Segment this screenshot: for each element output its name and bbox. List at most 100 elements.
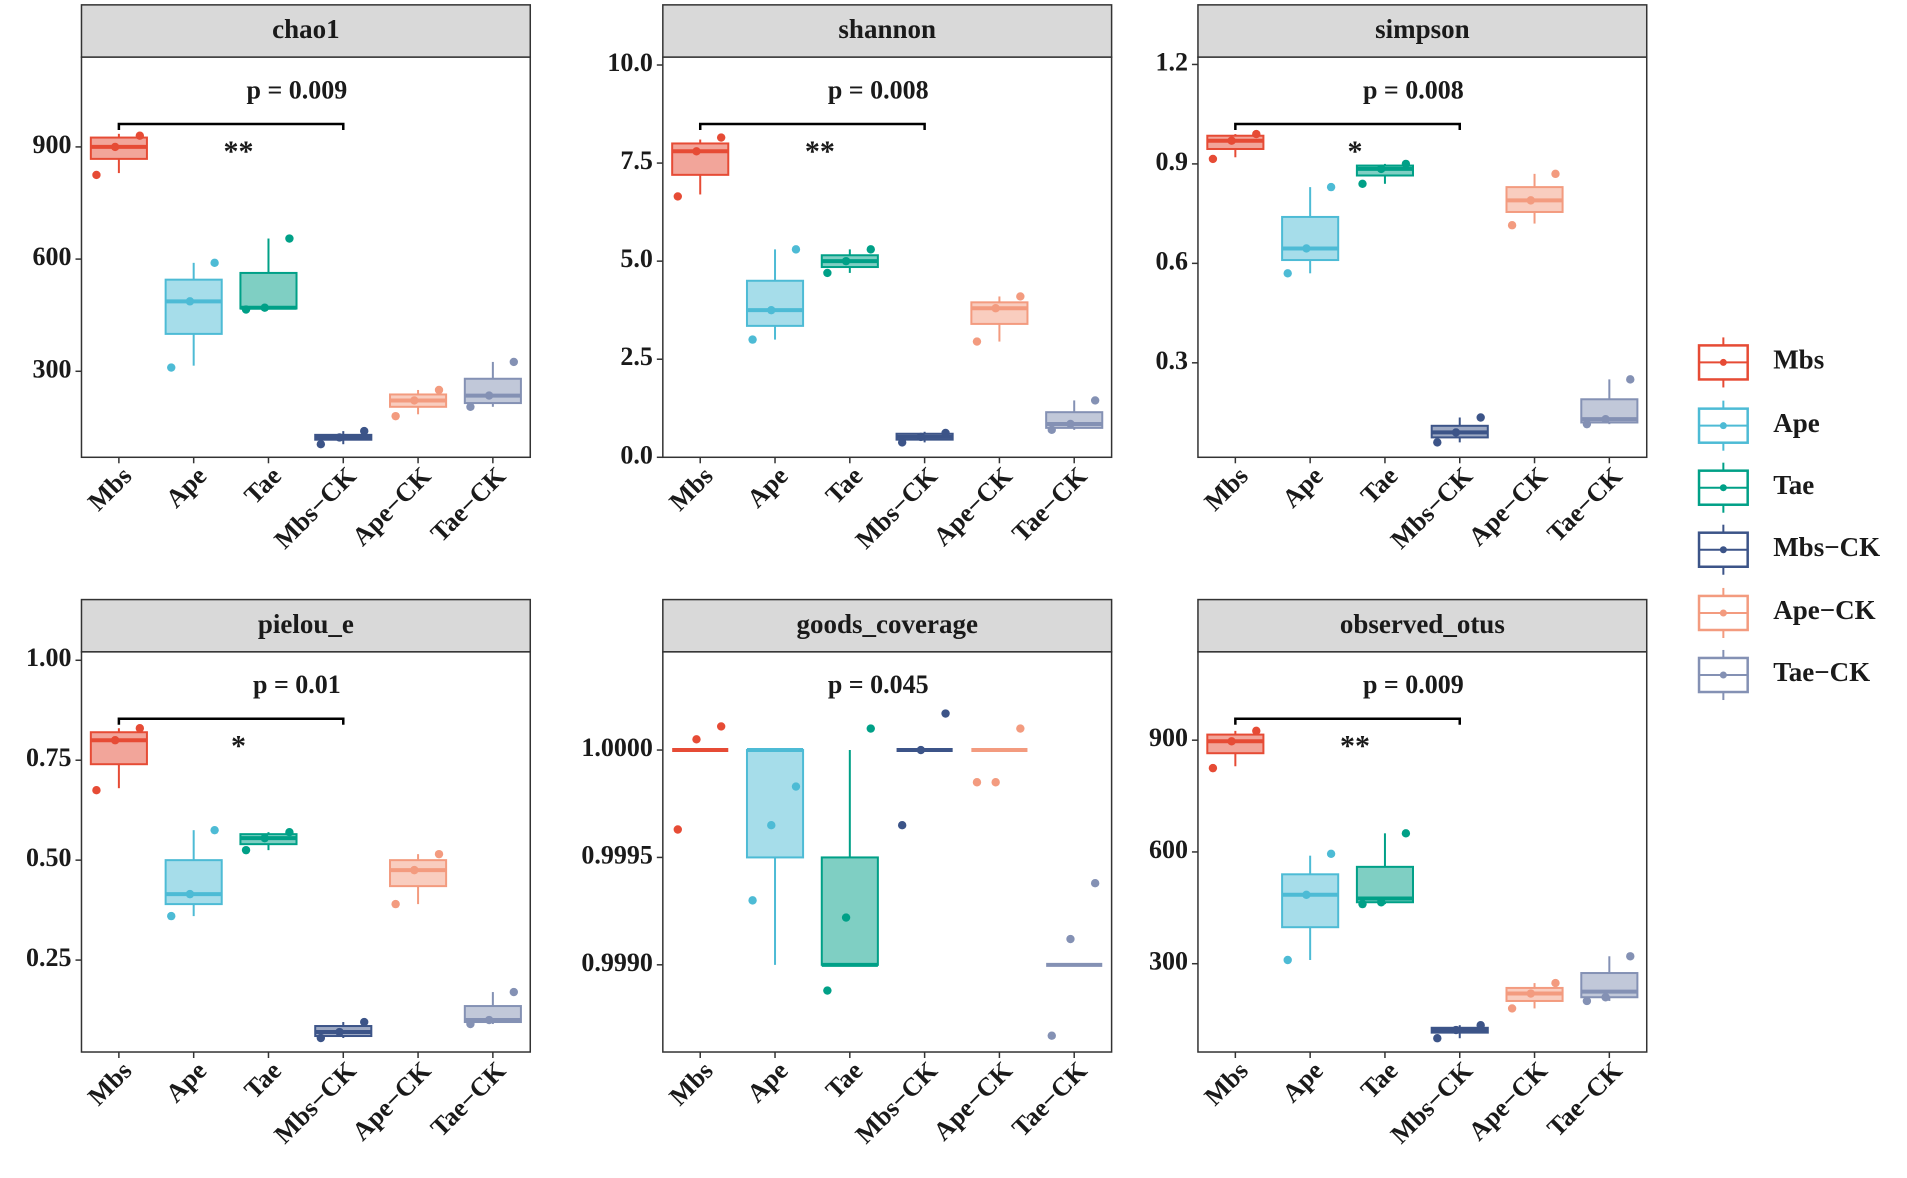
point	[92, 785, 101, 795]
point	[260, 833, 269, 843]
point	[767, 821, 776, 830]
point	[484, 391, 494, 400]
bracket	[117, 122, 345, 130]
point	[1401, 159, 1411, 169]
bracket	[698, 122, 926, 130]
y-tick-label: 600	[32, 242, 71, 271]
x-tick-label: Tae	[1355, 461, 1403, 509]
y-tick-label: 2.5	[620, 342, 653, 371]
point	[135, 131, 145, 140]
point	[916, 745, 926, 755]
y-tick-label: 0.25	[26, 943, 72, 972]
y-tick-label: 0.75	[26, 743, 72, 772]
point	[210, 258, 219, 268]
panel-title: shannon	[838, 14, 936, 44]
x-tick-label: Ape	[1276, 461, 1328, 513]
x-tick-label: Tae−CK	[1541, 461, 1628, 548]
point	[391, 899, 400, 909]
panel-title: goods_coverage	[796, 609, 977, 639]
y-tick-label: 0.3	[1155, 346, 1188, 375]
plot-area	[662, 651, 1113, 1053]
point	[916, 432, 926, 442]
point	[748, 896, 757, 905]
y-tick-label: 0.0	[620, 440, 653, 469]
panel-title: chao1	[272, 14, 340, 44]
point	[991, 304, 1000, 313]
point	[509, 357, 519, 367]
point	[1582, 419, 1592, 429]
y-tick-label: 900	[32, 130, 71, 159]
point	[410, 396, 419, 405]
plot-area	[662, 56, 1113, 459]
strip	[80, 598, 532, 653]
point	[1302, 890, 1311, 899]
y-tick-label: 300	[32, 354, 71, 383]
point	[941, 428, 950, 438]
point	[1066, 934, 1075, 944]
point	[1526, 196, 1535, 205]
point	[1227, 737, 1236, 746]
legend-key-point	[1719, 609, 1727, 617]
point	[484, 1015, 494, 1025]
point	[1507, 1004, 1517, 1013]
point	[335, 1027, 344, 1037]
point	[167, 911, 176, 921]
point	[260, 303, 269, 312]
x-tick-label: Ape	[741, 461, 793, 513]
significance-stars: **	[1340, 730, 1370, 763]
point	[466, 402, 475, 412]
box	[970, 301, 1029, 325]
point	[1377, 164, 1386, 174]
point	[791, 245, 801, 254]
x-tick-label: Mbs−CK	[268, 1055, 362, 1149]
strip	[1197, 4, 1648, 58]
x-tick-label: Ape	[160, 461, 212, 513]
point	[185, 297, 195, 306]
y-tick-label: 0.50	[26, 843, 72, 872]
point	[466, 1019, 475, 1029]
x-tick-label: Ape	[160, 1056, 212, 1108]
box	[1580, 398, 1639, 424]
point	[1252, 726, 1261, 736]
point	[1582, 996, 1592, 1006]
point	[692, 735, 701, 744]
point	[972, 778, 982, 787]
box	[389, 859, 448, 888]
significance-stars: *	[231, 730, 246, 763]
bracket	[1234, 717, 1461, 725]
y-tick-label: 1.2	[1155, 47, 1188, 76]
box	[1355, 865, 1414, 904]
y-tick-label: 600	[1149, 835, 1188, 864]
point	[434, 385, 444, 395]
point	[673, 192, 682, 201]
strip	[1197, 598, 1648, 653]
point	[1227, 136, 1236, 145]
y-tick-label: 1.00	[26, 643, 72, 672]
y-tick-label: 0.9	[1155, 147, 1188, 176]
panel-title: pielou_e	[258, 609, 354, 639]
point	[316, 440, 326, 449]
p-value: p = 0.008	[828, 75, 929, 104]
point	[92, 170, 101, 180]
x-tick-label: Tae−CK	[1541, 1055, 1628, 1142]
x-tick-label: Mbs−CK	[850, 461, 944, 555]
point	[110, 142, 120, 152]
point	[1377, 898, 1386, 907]
y-tick-label: 10.0	[607, 48, 653, 77]
x-tick-label: Tae	[239, 461, 287, 509]
point	[716, 722, 726, 731]
y-tick-label: 0.9995	[581, 840, 653, 869]
point	[748, 335, 757, 344]
bracket	[117, 717, 345, 725]
point	[360, 426, 369, 436]
x-tick-label: Mbs−CK	[1385, 1055, 1479, 1149]
p-value: p = 0.009	[247, 75, 348, 104]
point	[1358, 899, 1367, 909]
point	[841, 256, 851, 266]
x-tick-label: Ape−CK	[928, 1055, 1019, 1146]
y-tick-label: 7.5	[620, 146, 653, 175]
box	[463, 377, 522, 405]
significance-stars: **	[224, 135, 254, 168]
significance-stars: *	[1348, 135, 1363, 168]
x-tick-label: Ape−CK	[346, 461, 437, 552]
